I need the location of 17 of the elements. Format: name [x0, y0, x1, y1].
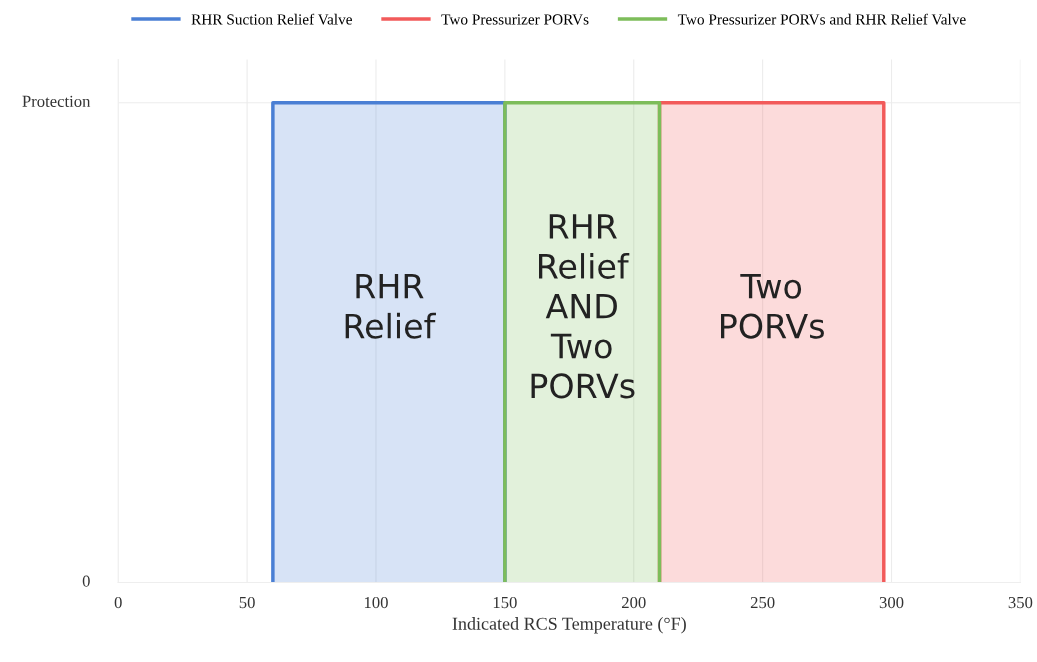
- x-tick-label: 250: [750, 596, 775, 609]
- legend-label: Two Pressurizer PORVs: [441, 14, 589, 25]
- annotation: RHR Relief AND Two PORVs: [531, 214, 635, 399]
- x-tick-label: 350: [1008, 596, 1033, 609]
- text: Protection: [22, 95, 91, 107]
- x-tick-label: 300: [879, 596, 904, 609]
- x-tick-label: 0: [114, 596, 122, 609]
- annotation: Two PORVs: [721, 274, 824, 339]
- annotation: RHR Relief: [345, 274, 436, 339]
- x-tick-label: 100: [364, 596, 388, 609]
- text: 0: [82, 575, 90, 587]
- x-tick-label: 200: [621, 596, 646, 609]
- legend-label: Two Pressurizer PORVs and RHR Relief Valve: [677, 13, 966, 25]
- x-tick-label: 50: [239, 596, 255, 609]
- legend-label: RHR Suction Relief Valve: [191, 13, 352, 25]
- x-axis-title: Indicated RCS Temperature (°F): [452, 617, 686, 634]
- x-tick-label: 150: [493, 596, 517, 609]
